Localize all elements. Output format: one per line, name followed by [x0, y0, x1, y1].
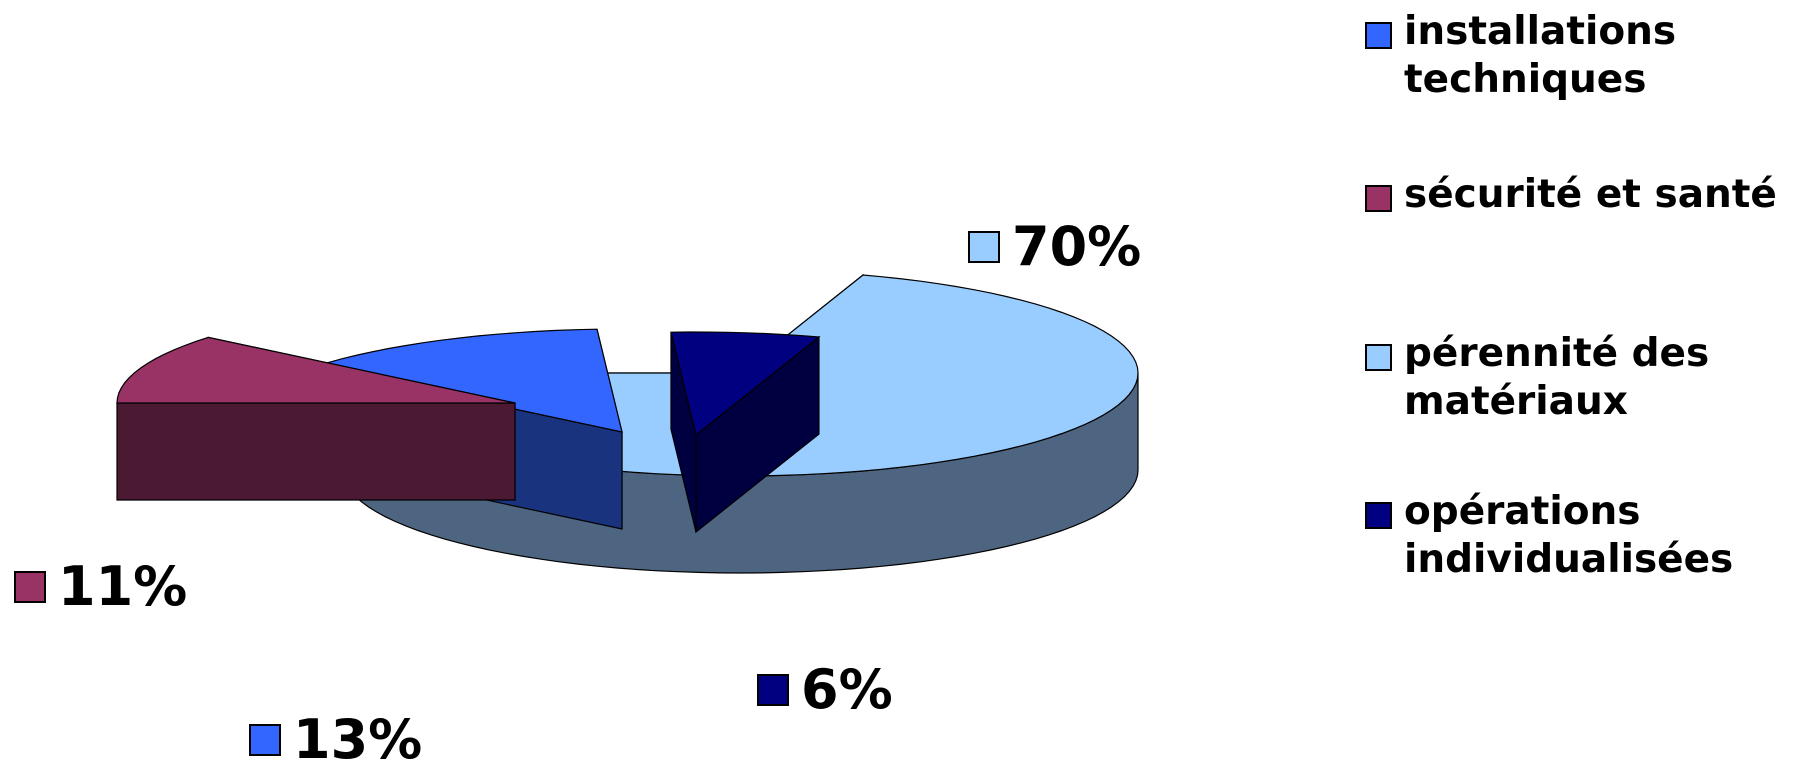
data-label-text: 11% [58, 555, 188, 618]
data-label-swatch [968, 230, 1000, 263]
legend-swatch [1365, 344, 1392, 371]
legend-swatch [1365, 185, 1392, 212]
data-label-text: 6% [801, 658, 893, 721]
legend-label: sécurité et santé [1404, 172, 1777, 217]
slice-top-securite [116, 336, 516, 404]
data-label-operations: 6% [757, 658, 893, 721]
legend-label: opérations individualisées [1404, 489, 1734, 582]
legend-item-installations: installations techniques [1365, 8, 1794, 104]
legend-item-securite: sécurité et santé [1365, 171, 1794, 219]
data-label-installations: 13% [249, 708, 422, 771]
legend-label: installations techniques [1404, 9, 1677, 102]
data-label-swatch [249, 723, 281, 756]
data-label-perennite: 70% [968, 215, 1141, 278]
slice-operations [670, 331, 821, 534]
slice-securite [116, 336, 516, 501]
legend-swatch [1365, 502, 1392, 529]
slice-top-installations [315, 328, 623, 433]
legend-item-perennite: pérennité des matériaux [1365, 330, 1794, 426]
data-label-securite: 11% [14, 555, 187, 618]
data-label-text: 70% [1012, 215, 1142, 278]
legend-swatch [1365, 22, 1392, 49]
data-label-swatch [14, 570, 46, 603]
legend-label: pérennité des matériaux [1404, 331, 1710, 424]
slice-wall-securite-1 [116, 402, 516, 501]
slice-top-operations [670, 331, 821, 437]
legend-item-operations: opérations individualisées [1365, 488, 1794, 584]
data-label-swatch [757, 673, 789, 706]
data-label-text: 13% [293, 708, 423, 771]
